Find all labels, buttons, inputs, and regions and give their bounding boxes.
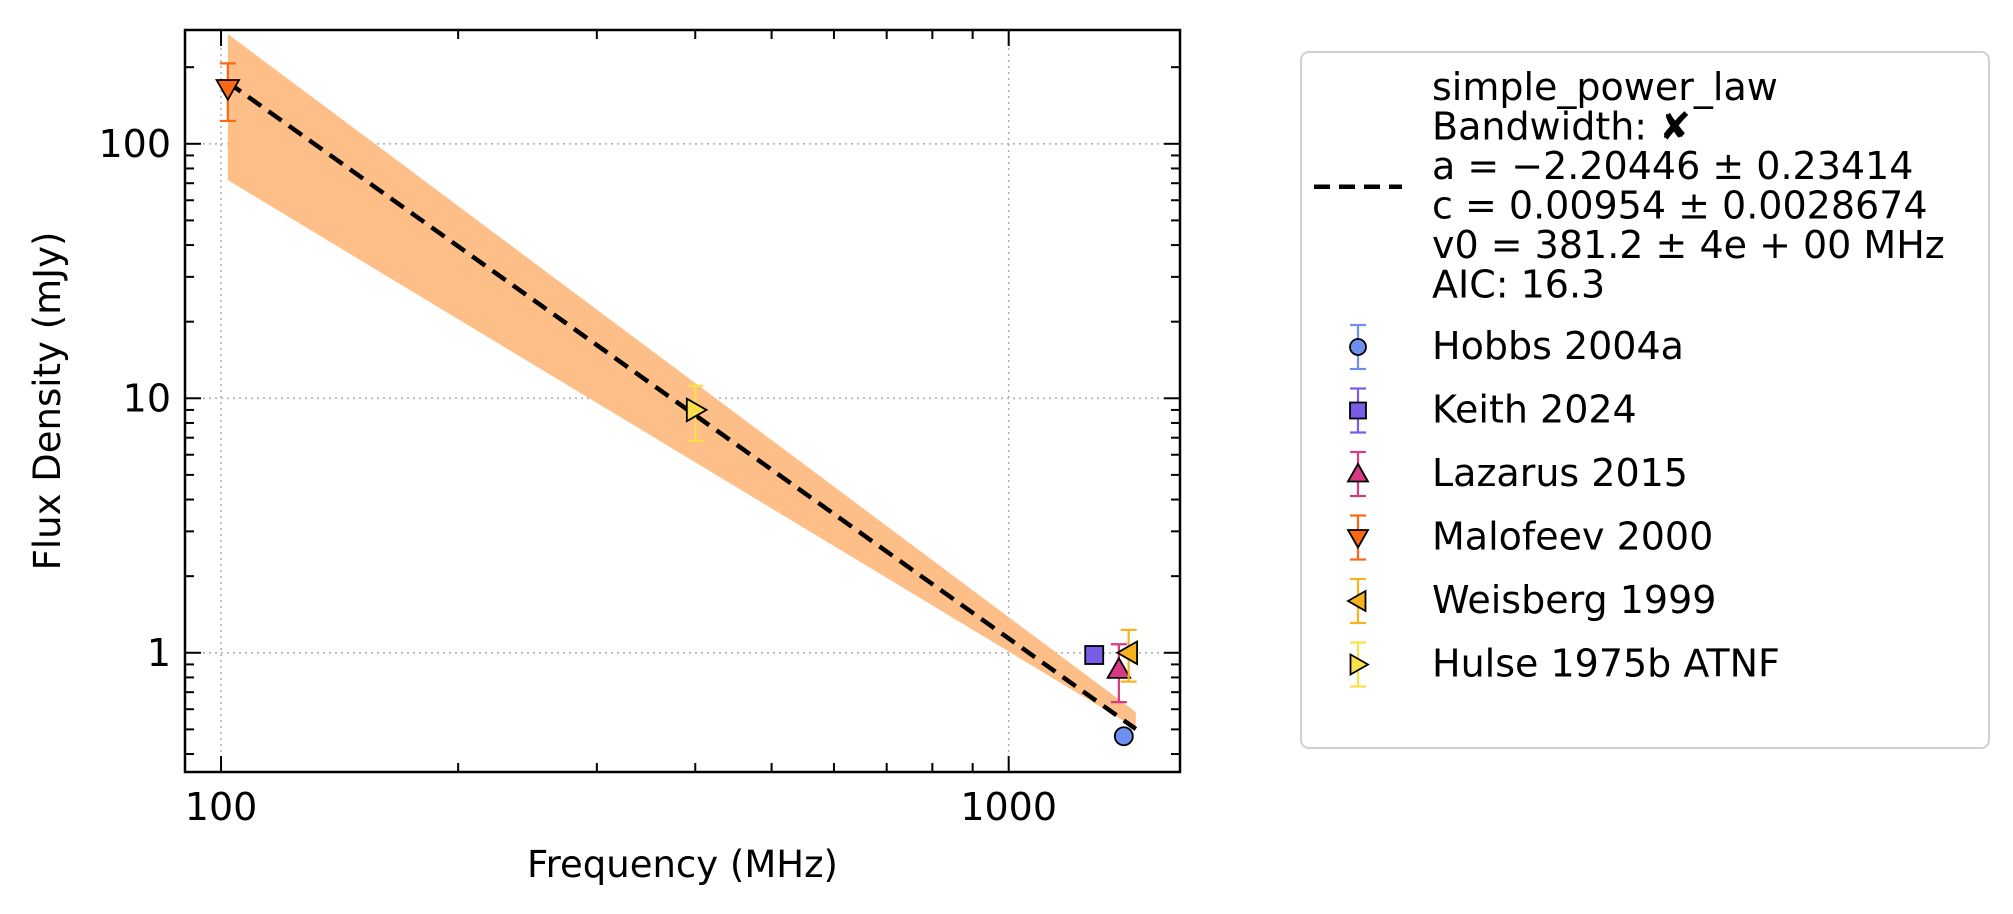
legend-series-label: Hobbs 2004a (1432, 324, 1684, 368)
x-tick-label: 100 (185, 785, 258, 829)
legend-series-label: Weisberg 1999 (1432, 578, 1716, 622)
axis-ticks (184, 30, 1180, 772)
legend-fit-label-line: simple_power_law (1432, 65, 1778, 109)
legend-box (1300, 51, 1990, 749)
y-tick-label: 10 (123, 376, 171, 420)
x-axis-label: Frequency (MHz) (527, 843, 838, 886)
tick-labels: 100 1000 1 10 100 (98, 122, 1057, 829)
fit-line (226, 80, 1138, 731)
legend-marker (1349, 652, 1370, 677)
data-point (1113, 726, 1134, 747)
data-points-layer (215, 62, 1138, 747)
fit-uncertainty-band (227, 34, 1136, 729)
legend-series-label: Lazarus 2015 (1432, 451, 1688, 495)
legend-marker (1349, 338, 1367, 356)
legend-fit-label-line: Bandwidth: ✘ (1432, 105, 1691, 149)
legend-marker (1349, 401, 1367, 420)
data-point (685, 397, 709, 423)
y-axis-label: Flux Density (mJy) (26, 232, 69, 571)
x-tick-label: 1000 (960, 785, 1057, 829)
legend-fit-label-line: AIC: 16.3 (1432, 263, 1605, 307)
legend-fit-label-line: c = 0.00954 ± 0.0028674 (1432, 184, 1928, 228)
legend-fit-label-line: v0 = 381.2 ± 4e + 00 MHz (1432, 223, 1945, 267)
data-point (1106, 656, 1132, 679)
legend-series-label: Hulse 1975b ATNF (1432, 642, 1780, 686)
fit-uncertainty-band-layer (227, 34, 1136, 729)
data-point (1115, 639, 1138, 666)
legend-fit-label-line: a = −2.20446 ± 0.23414 (1432, 144, 1913, 188)
legend-marker (1346, 462, 1370, 483)
y-tick-label: 100 (98, 122, 171, 166)
plot-frame (183, 28, 1182, 774)
legend-series-label: Malofeev 2000 (1432, 515, 1713, 559)
fit-line-layer (226, 80, 1138, 731)
legend-series-label: Keith 2024 (1432, 388, 1637, 432)
y-tick-label: 1 (147, 631, 171, 675)
data-point (215, 79, 241, 102)
legend-marker (1346, 589, 1367, 613)
legend-marker (1346, 529, 1370, 550)
data-point (1084, 645, 1105, 665)
